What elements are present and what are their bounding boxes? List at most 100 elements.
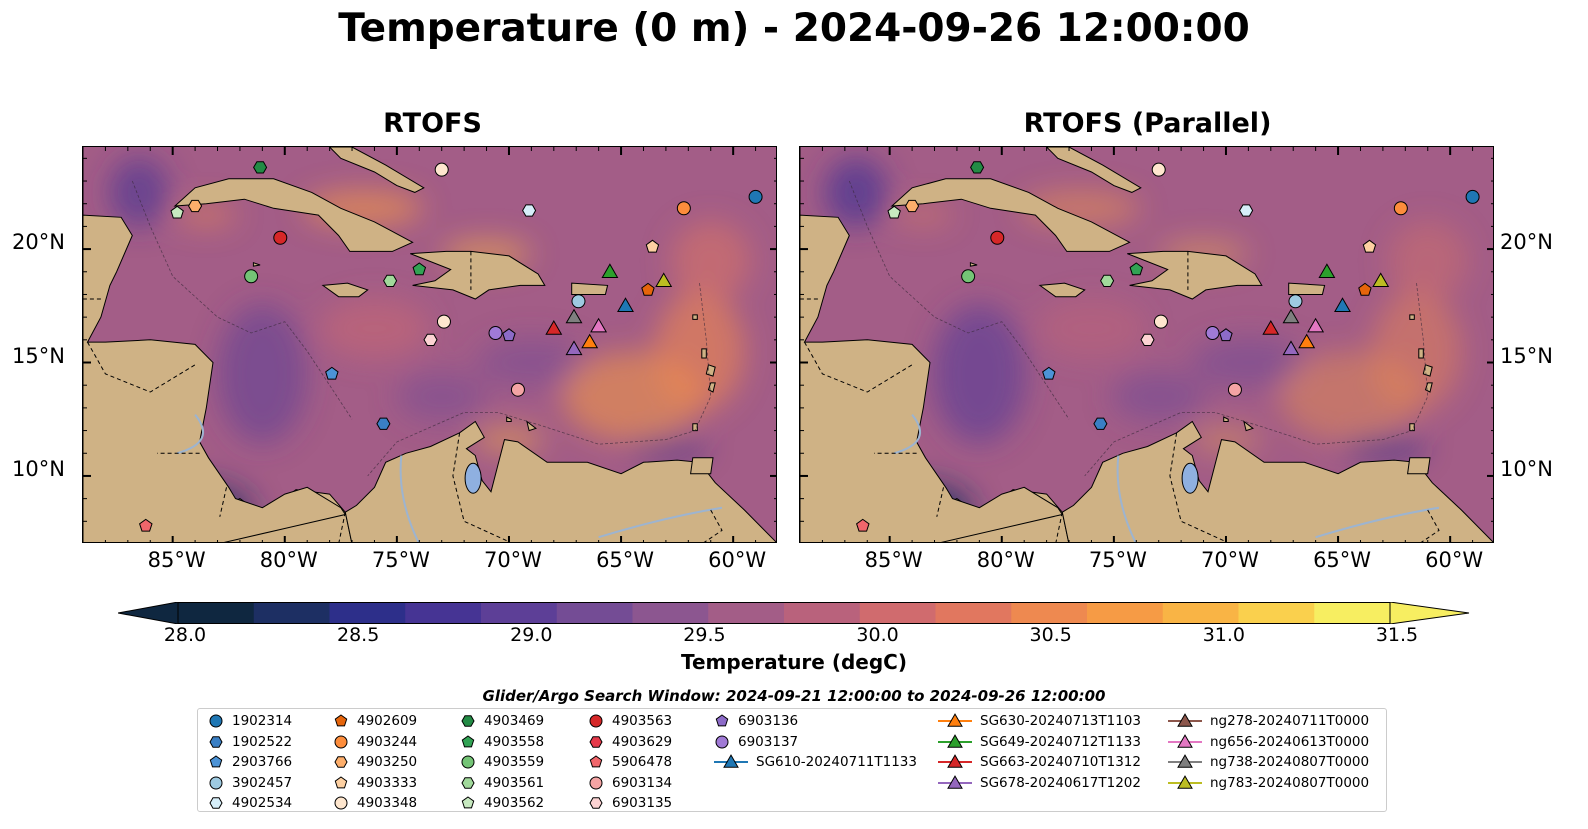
- marker-6903136[interactable]: [502, 328, 516, 342]
- triangle-marker-icon[interactable]: [947, 733, 963, 748]
- legend-item: SG663-20240710T1312: [938, 752, 1141, 772]
- triangle-marker-icon[interactable]: [1177, 774, 1193, 789]
- marker-4903333[interactable]: [645, 239, 660, 253]
- legend-item: 2903766: [208, 752, 292, 772]
- marker-5906478[interactable]: [856, 518, 870, 532]
- triangle-marker-icon[interactable]: [723, 754, 739, 768]
- marker-6903135[interactable]: [1140, 333, 1155, 346]
- marker-4903469[interactable]: [253, 161, 268, 174]
- hexagon-marker-icon[interactable]: [334, 756, 348, 768]
- marker-4903561[interactable]: [1100, 274, 1115, 287]
- hexagon-marker-icon[interactable]: [589, 735, 603, 748]
- triangle-marker-icon[interactable]: [947, 774, 963, 789]
- marker-4903250[interactable]: [905, 199, 920, 213]
- marker-6903134[interactable]: [1227, 382, 1242, 397]
- marker-6903137[interactable]: [488, 326, 503, 341]
- marker-4903244[interactable]: [1393, 201, 1408, 216]
- map-panel-rtofs-parallel[interactable]: [799, 146, 1494, 543]
- triangle-marker-icon[interactable]: [1177, 713, 1193, 727]
- marker-SG663-20240710T1312[interactable]: [1262, 319, 1280, 335]
- marker-4902534[interactable]: [1239, 204, 1254, 217]
- hexagon-marker-icon[interactable]: [209, 797, 223, 809]
- marker-1902314[interactable]: [748, 189, 763, 204]
- map-panel-rtofs[interactable]: [82, 146, 777, 543]
- marker-ng738-20240807T0000[interactable]: [1282, 308, 1300, 324]
- marker-SG678-20240617T1202[interactable]: [565, 340, 583, 356]
- marker-2903766[interactable]: [1042, 366, 1056, 380]
- pentagon-marker-icon[interactable]: [334, 714, 348, 727]
- marker-4903333[interactable]: [1362, 239, 1377, 253]
- marker-4903348b[interactable]: [436, 314, 451, 329]
- marker-ng783-20240807T0000[interactable]: [655, 272, 673, 287]
- marker-6903136[interactable]: [1219, 328, 1233, 342]
- marker-ng656-20240613T0000[interactable]: [590, 317, 608, 333]
- marker-1902522[interactable]: [376, 417, 391, 430]
- marker-SG630-20240713T1103[interactable]: [1298, 333, 1316, 349]
- hexagon-marker-icon[interactable]: [461, 715, 475, 727]
- pentagon-marker-icon[interactable]: [461, 796, 475, 809]
- marker-4903563[interactable]: [990, 230, 1005, 245]
- marker-SG649-20240712T1133[interactable]: [601, 263, 619, 278]
- marker-SG678-20240617T1202[interactable]: [1282, 340, 1300, 356]
- marker-5906478[interactable]: [139, 518, 153, 532]
- marker-4903348b[interactable]: [1153, 314, 1168, 329]
- marker-4903563[interactable]: [273, 230, 288, 245]
- hexagon-marker-icon[interactable]: [461, 776, 475, 789]
- marker-1902522[interactable]: [1093, 417, 1108, 430]
- triangle-marker-icon[interactable]: [1177, 754, 1193, 768]
- marker-4903469[interactable]: [970, 161, 985, 174]
- marker-4903562[interactable]: [887, 205, 901, 219]
- marker-ng656-20240613T0000[interactable]: [1307, 317, 1325, 333]
- marker-3902457[interactable]: [1288, 294, 1303, 309]
- marker-4902609[interactable]: [641, 282, 655, 296]
- circle-marker-icon[interactable]: [589, 714, 603, 728]
- marker-SG610-20240711T1133[interactable]: [1334, 297, 1351, 312]
- pentagon-marker-icon[interactable]: [461, 734, 475, 747]
- triangle-marker-icon[interactable]: [1177, 733, 1193, 748]
- marker-4903348[interactable]: [434, 162, 449, 177]
- marker-6903137[interactable]: [1205, 326, 1220, 341]
- marker-SG663-20240710T1312[interactable]: [545, 319, 563, 335]
- marker-ng738-20240807T0000[interactable]: [565, 308, 583, 324]
- circle-marker-icon[interactable]: [334, 796, 348, 810]
- marker-4903559[interactable]: [244, 269, 259, 284]
- pentagon-marker-icon[interactable]: [209, 755, 223, 768]
- marker-4903558[interactable]: [412, 262, 427, 276]
- circle-marker-icon[interactable]: [589, 776, 603, 789]
- marker-6903135[interactable]: [423, 333, 438, 346]
- hexagon-marker-icon[interactable]: [589, 797, 603, 809]
- marker-SG649-20240712T1133[interactable]: [1318, 263, 1336, 278]
- legend-label: SG630-20240713T1103: [980, 713, 1141, 729]
- pentagon-marker-icon[interactable]: [715, 714, 729, 727]
- pentagon-marker-icon[interactable]: [589, 755, 603, 768]
- marker-SG630-20240713T1103[interactable]: [581, 333, 599, 349]
- marker-1902314[interactable]: [1465, 189, 1480, 204]
- river: [1315, 506, 1440, 539]
- marker-3902457[interactable]: [571, 294, 586, 309]
- marker-4902609[interactable]: [1358, 282, 1372, 296]
- marker-2903766[interactable]: [325, 366, 339, 380]
- marker-ng783-20240807T0000[interactable]: [1372, 272, 1390, 287]
- triangle-marker-icon[interactable]: [947, 713, 963, 727]
- land-mass: [969, 261, 978, 267]
- marker-SG610-20240711T1133[interactable]: [617, 297, 634, 312]
- marker-4903244[interactable]: [676, 201, 691, 216]
- marker-4903348[interactable]: [1151, 162, 1166, 177]
- circle-marker-icon[interactable]: [715, 735, 729, 748]
- circle-marker-icon[interactable]: [209, 776, 223, 789]
- land-mass: [1127, 250, 1263, 300]
- marker-6903134[interactable]: [510, 382, 525, 397]
- marker-4903558[interactable]: [1129, 262, 1144, 276]
- marker-4903561[interactable]: [383, 274, 398, 287]
- hexagon-marker-icon[interactable]: [209, 735, 223, 748]
- marker-4902534[interactable]: [522, 204, 537, 217]
- marker-4903559[interactable]: [961, 269, 976, 284]
- circle-marker-icon[interactable]: [334, 735, 348, 748]
- marker-4903250[interactable]: [188, 199, 203, 213]
- pentagon-marker-icon[interactable]: [334, 775, 348, 788]
- legend-label: 1902522: [232, 733, 293, 750]
- marker-4903562[interactable]: [170, 205, 184, 219]
- circle-marker-icon[interactable]: [209, 714, 223, 728]
- triangle-marker-icon[interactable]: [947, 754, 963, 768]
- circle-marker-icon[interactable]: [461, 755, 475, 769]
